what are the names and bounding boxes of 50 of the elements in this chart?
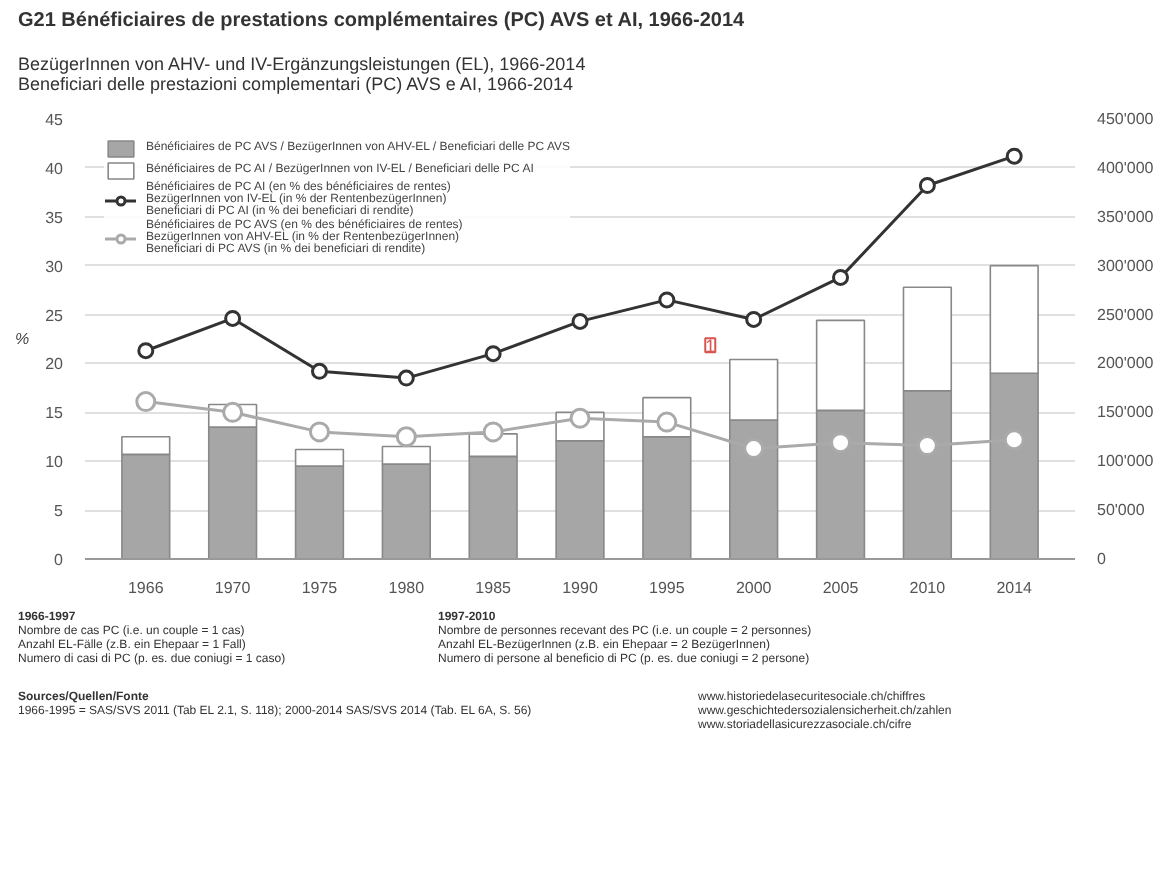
x-tick-label: 1975 (301, 579, 339, 598)
point (918, 177, 936, 195)
point (658, 291, 676, 309)
point (308, 421, 330, 443)
y-tick-label: 15 (45, 404, 65, 423)
point (1003, 429, 1025, 451)
y2-tick-label: 0 (1097, 550, 1107, 569)
x-tick-label: 1995 (649, 579, 686, 598)
y2-tick-label: 300'000 (1097, 257, 1155, 276)
y-tick-label: 25 (45, 306, 65, 325)
point (395, 426, 417, 448)
chart-title: G21 Bénéficiaires de prestations complémentaires (PC) AVS et AI, 1966-2014 (18, 10, 745, 32)
y-tick-label: 30 (45, 258, 65, 277)
y2-tick-label: 450'000 (1097, 110, 1155, 129)
point (745, 311, 763, 329)
y2-tick-label: 150'000 (1097, 403, 1155, 422)
point (135, 391, 157, 413)
y-tick-label: 0 (54, 551, 65, 570)
y-tick-label: 40 (45, 160, 65, 179)
y2-tick-label: 350'000 (1097, 208, 1155, 227)
point (1005, 148, 1023, 166)
y2-tick-label: 200'000 (1097, 354, 1155, 373)
x-tick-label: 2014 (996, 579, 1034, 598)
y-tick-label: 5 (54, 502, 65, 521)
y-tick-label: 45 (45, 111, 65, 130)
point (310, 363, 328, 381)
point (482, 421, 504, 443)
x-tick-label: 1985 (475, 579, 513, 598)
point (224, 310, 242, 328)
x-tick-label: 1980 (388, 579, 426, 598)
y-tick-label: 35 (45, 209, 65, 228)
chart-subtitle: BezügerInnen von AHV- und IV-Ergänzungsleistungen (EL), 1966-2014 Beneficiari delle prestazioni complementari (PC) AVS e AI, 1966-2014 (18, 53, 586, 95)
x-tick-label: 2000 (735, 579, 773, 598)
x-tick-label: 1966 (127, 579, 165, 598)
y2-tick-label: 250'000 (1097, 305, 1155, 324)
x-tick-label: 1990 (562, 579, 599, 598)
x-tick-label: 2005 (822, 579, 860, 598)
point (832, 269, 850, 287)
y-tick-label: 10 (45, 453, 65, 472)
y2-tick-label: 100'000 (1097, 452, 1155, 471)
point (397, 370, 415, 387)
point (137, 342, 155, 360)
y2-tick-label: 50'000 (1097, 501, 1146, 520)
y-axis-title: % (14, 330, 30, 349)
point (571, 313, 589, 331)
point (484, 345, 502, 363)
y-tick-label: 20 (45, 355, 65, 374)
x-tick-label: 1970 (214, 579, 252, 598)
x-tick-label: 2010 (909, 579, 947, 598)
y2-tick-label: 400'000 (1097, 159, 1155, 178)
